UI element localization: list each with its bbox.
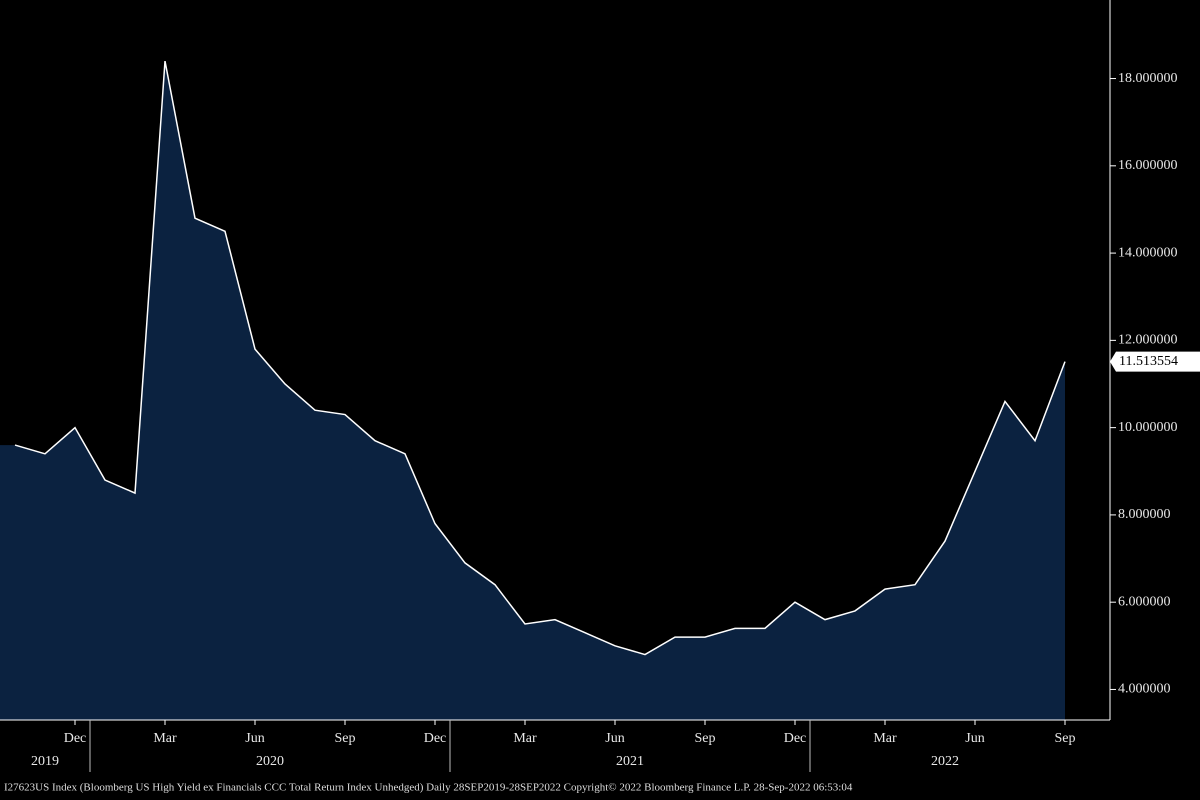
x-group-label: 2021 bbox=[616, 754, 644, 769]
y-tick-label: 8.000000 bbox=[1118, 507, 1171, 522]
x-tick-label: Dec bbox=[64, 731, 87, 746]
y-tick-label: 6.000000 bbox=[1118, 594, 1171, 609]
x-group-label: 2022 bbox=[931, 754, 959, 769]
footer: I27623US Index (Bloomberg US High Yield … bbox=[4, 782, 853, 794]
y-tick-label: 14.000000 bbox=[1118, 245, 1178, 260]
y-tick-label: 10.000000 bbox=[1118, 420, 1178, 435]
last-value-box bbox=[1110, 351, 1200, 372]
y-tick-label: 12.000000 bbox=[1118, 333, 1178, 348]
x-tick-label: Sep bbox=[1055, 731, 1076, 746]
x-tick-label: Sep bbox=[695, 731, 716, 746]
x-tick-label: Mar bbox=[513, 731, 537, 746]
x-tick-label: Mar bbox=[873, 731, 897, 746]
x-tick-label: Mar bbox=[153, 731, 177, 746]
x-group-label: 2020 bbox=[256, 754, 284, 769]
x-tick-label: Dec bbox=[784, 731, 807, 746]
y-tick-label: 16.000000 bbox=[1118, 158, 1178, 173]
x-tick-label: Jun bbox=[245, 731, 264, 746]
x-group-label: 2019 bbox=[31, 754, 59, 769]
y-tick-label: 18.000000 bbox=[1118, 71, 1178, 86]
x-tick-label: Sep bbox=[335, 731, 356, 746]
last-value-label: 11.513554 bbox=[1119, 354, 1178, 369]
x-tick-label: Dec bbox=[424, 731, 447, 746]
x-tick-label: Jun bbox=[605, 731, 624, 746]
x-tick-label: Jun bbox=[965, 731, 984, 746]
line bbox=[14, 60, 1066, 656]
y-tick-label: 4.000000 bbox=[1118, 682, 1171, 697]
area bbox=[0, 61, 1065, 721]
